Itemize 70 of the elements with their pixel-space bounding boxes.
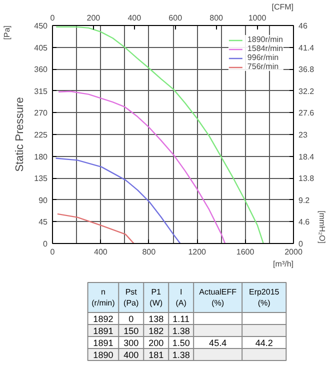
y-tick-label: 270 xyxy=(34,108,48,118)
category-label: ActualEFF (%) xyxy=(199,288,237,308)
line-series xyxy=(55,158,181,244)
y2-tick-label: 23 xyxy=(298,130,308,140)
legend-label: 1584r/min xyxy=(247,44,283,53)
text: 0 xyxy=(128,314,134,324)
y-tick-label: 360 xyxy=(34,65,48,74)
text: 1.50 xyxy=(172,338,190,348)
y-tick-label: 315 xyxy=(34,86,48,96)
x2-tick-label: 200 xyxy=(86,14,101,22)
x-tick-label: 1200 xyxy=(188,248,207,256)
y-tick-label: 180 xyxy=(34,152,48,162)
y2-tick-label: 36.8 xyxy=(298,65,315,74)
category-label: n (r/min) xyxy=(92,288,116,308)
y2-tick-label: 4.6 xyxy=(298,218,310,227)
y-tick-label: 135 xyxy=(34,174,48,184)
text: 1.38 xyxy=(172,350,190,360)
x-tick-label: 0 xyxy=(50,248,56,256)
y2-tick-label: 46 xyxy=(298,22,308,30)
text: 1891 xyxy=(93,326,114,336)
text: 300 xyxy=(124,338,139,348)
legend-label: 1890r/min xyxy=(247,35,283,44)
category-label: Erp2015 (%) xyxy=(248,288,280,308)
text: 1891 xyxy=(93,338,114,348)
y2-axis-title: [mmH₂O] xyxy=(318,210,326,244)
text: 182 xyxy=(148,326,164,336)
text: 1.11 xyxy=(172,314,190,324)
y-tick-label: 450 xyxy=(34,22,48,30)
line-series xyxy=(56,213,134,244)
text: 200 xyxy=(148,338,164,348)
category-label: P1 (W) xyxy=(150,288,163,308)
x-tick-label: 1600 xyxy=(236,248,255,256)
x2-tick-label: 1000 xyxy=(248,14,267,22)
category-label: I (A) xyxy=(176,288,187,308)
y2-tick-label: 41.4 xyxy=(298,43,315,52)
x2-tick-label: 400 xyxy=(128,14,142,22)
x2-tick-label: 0 xyxy=(50,14,56,22)
legend-label: 996r/min xyxy=(247,53,279,62)
y2-tick-label: 32.2 xyxy=(298,86,315,96)
text: 1.38 xyxy=(172,326,190,336)
text: 400 xyxy=(124,350,139,360)
x-axis-title: [m³/h] xyxy=(273,260,294,268)
legend-label: 756r/min xyxy=(247,62,279,71)
y-tick-label: 225 xyxy=(34,130,48,140)
text: 138 xyxy=(148,314,164,324)
y-tick-label: 45 xyxy=(38,218,48,227)
y2-tick-label: 18.4 xyxy=(298,152,315,162)
y2-tick-label: 9.2 xyxy=(298,196,310,205)
text: 45.4 xyxy=(209,338,227,348)
x2-tick-label: 600 xyxy=(168,14,183,22)
x2-tick-label: 800 xyxy=(210,14,224,22)
text: 1890 xyxy=(93,350,114,360)
line-series xyxy=(58,90,226,244)
y-tick-label: 90 xyxy=(38,196,48,205)
y2-tick-label: 0 xyxy=(298,240,304,248)
y-tick-label: 405 xyxy=(34,43,48,52)
y2-tick-label: 27.6 xyxy=(298,108,315,118)
x-tick-label: 800 xyxy=(142,248,156,256)
text: [Pa] xyxy=(2,25,12,40)
text: 44.2 xyxy=(255,338,273,348)
y2-tick-label: 13.8 xyxy=(298,174,315,184)
y-tick-label: 0 xyxy=(43,240,48,248)
x2-axis-title: [CFM] xyxy=(272,2,294,12)
x-tick-label: 2000 xyxy=(284,248,303,256)
text: 1892 xyxy=(93,314,114,324)
x-tick-label: 400 xyxy=(94,248,108,256)
text: 150 xyxy=(124,326,139,336)
text: 181 xyxy=(148,350,164,360)
category-label: Pst (Pa) xyxy=(124,288,140,308)
y-axis-title: Static Pressure xyxy=(14,97,26,172)
